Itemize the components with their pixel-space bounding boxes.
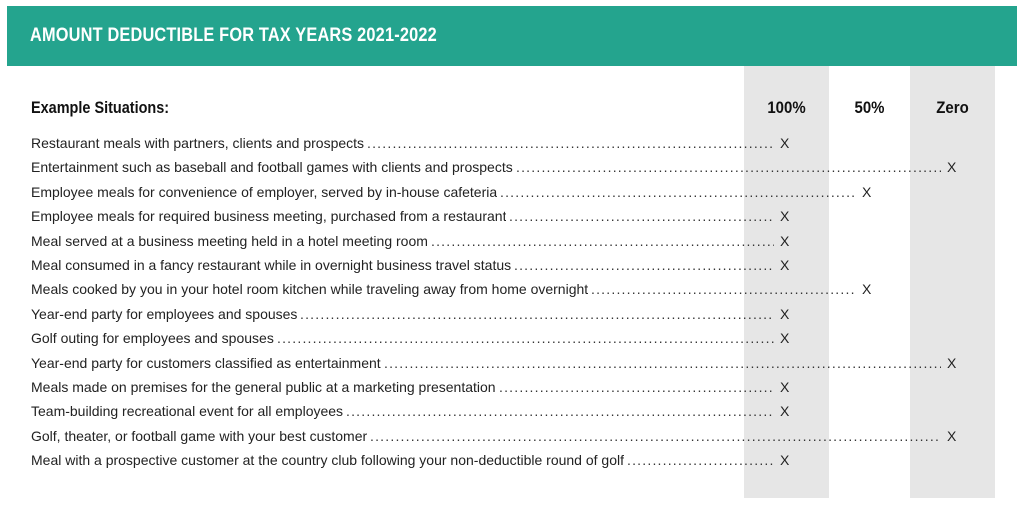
situation-text: Meals made on premises for the general p… xyxy=(31,378,496,395)
dot-leader: ........................................… xyxy=(499,378,774,395)
dot-leader: ........................................… xyxy=(277,330,774,347)
dot-leader: ........................................… xyxy=(627,452,774,469)
dot-leader: ........................................… xyxy=(591,281,856,298)
table-row: Golf outing for employees and spouses...… xyxy=(31,328,1011,352)
situation-text: Employee meals for convenience of employ… xyxy=(31,183,498,200)
deductible-mark: X xyxy=(780,208,790,225)
table-row: Team-building recreational event for all… xyxy=(31,401,1011,425)
table-row: Restaurant meals with partners, clients … xyxy=(31,133,1011,157)
situation-text: Year-end party for customers classified … xyxy=(31,354,381,371)
column-header-100: 100% xyxy=(767,98,806,117)
column-header-zero: Zero xyxy=(936,98,969,117)
table-row: Meals made on premises for the general p… xyxy=(31,377,1011,401)
title-banner: AMOUNT DEDUCTIBLE FOR TAX YEARS 2021-202… xyxy=(7,6,1017,66)
situation-text: Employee meals for required business mee… xyxy=(31,208,507,225)
dot-leader: ........................................… xyxy=(384,354,941,371)
deductible-mark: X xyxy=(862,281,872,298)
table-row: Meals cooked by you in your hotel room k… xyxy=(31,279,1011,303)
situation-text: Team-building recreational event for all… xyxy=(31,403,344,420)
table-row: Employee meals for required business mee… xyxy=(31,206,1011,230)
dot-leader: ........................................… xyxy=(300,305,774,322)
deductible-mark: X xyxy=(947,159,957,176)
dot-leader: ........................................… xyxy=(509,208,774,225)
deductible-mark: X xyxy=(780,378,790,395)
column-100-background xyxy=(744,66,829,498)
deductible-mark: X xyxy=(862,183,872,200)
situation-text: Meal consumed in a fancy restaurant whil… xyxy=(31,256,512,273)
dot-leader: ........................................… xyxy=(514,256,774,273)
situation-text: Golf outing for employees and spouses xyxy=(31,330,274,347)
table-row: Year-end party for customers classified … xyxy=(31,353,1011,377)
dot-leader: ........................................… xyxy=(431,232,774,249)
situations-list: Restaurant meals with partners, clients … xyxy=(31,133,1011,474)
situation-text: Meal with a prospective customer at the … xyxy=(31,452,624,469)
page-title: AMOUNT DEDUCTIBLE FOR TAX YEARS 2021-202… xyxy=(30,25,437,46)
situation-text: Year-end party for employees and spouses xyxy=(31,305,298,322)
dot-leader: ........................................… xyxy=(367,135,774,151)
table-row: Meal consumed in a fancy restaurant whil… xyxy=(31,255,1011,279)
deductible-mark: X xyxy=(947,354,957,371)
situation-text: Meals cooked by you in your hotel room k… xyxy=(31,281,589,298)
dot-leader: ........................................… xyxy=(370,427,941,444)
deductible-mark: X xyxy=(947,427,957,444)
deductible-mark: X xyxy=(780,330,790,347)
situation-text: Golf, theater, or football game with you… xyxy=(31,427,368,444)
dot-leader: ........................................… xyxy=(346,403,774,420)
dot-leader: ........................................… xyxy=(500,183,856,200)
column-zero-background xyxy=(910,66,995,498)
table-row: Year-end party for employees and spouses… xyxy=(31,304,1011,328)
situation-text: Meal served at a business meeting held i… xyxy=(31,232,428,249)
table-row: Entertainment such as baseball and footb… xyxy=(31,157,1011,181)
situation-text: Entertainment such as baseball and footb… xyxy=(31,159,513,176)
dot-leader: ........................................… xyxy=(516,159,941,176)
table-row: Employee meals for convenience of employ… xyxy=(31,182,1011,206)
table-row: Meal served at a business meeting held i… xyxy=(31,231,1011,255)
column-header-50: 50% xyxy=(854,98,885,117)
section-heading: Example Situations: xyxy=(31,98,170,117)
deductible-mark: X xyxy=(780,305,790,322)
table-row: Meal with a prospective customer at the … xyxy=(31,450,1011,474)
deductible-mark: X xyxy=(780,403,790,420)
deductible-mark: X xyxy=(780,135,790,151)
deductible-mark: X xyxy=(780,256,790,273)
deductible-mark: X xyxy=(780,452,790,469)
situation-text: Restaurant meals with partners, clients … xyxy=(31,135,365,151)
table-row: Golf, theater, or football game with you… xyxy=(31,426,1011,450)
deductible-mark: X xyxy=(780,232,790,249)
